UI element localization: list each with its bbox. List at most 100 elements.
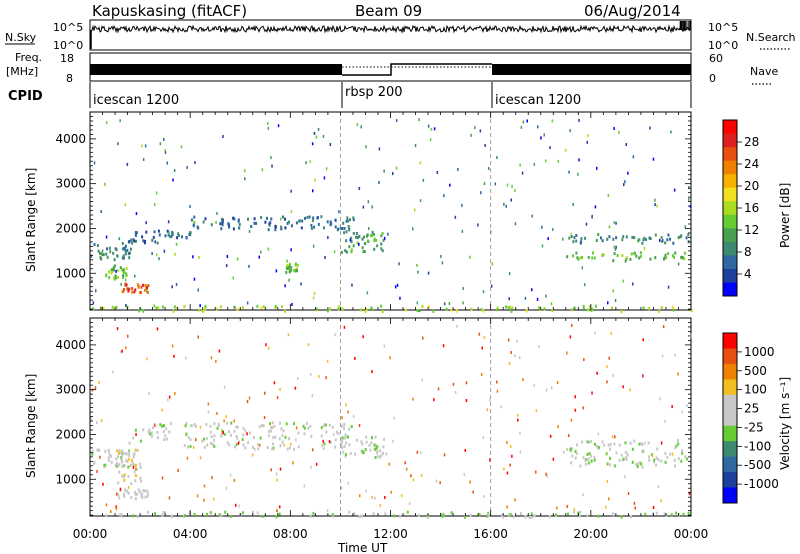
velocity-echo-point [102,482,104,486]
velocity-echo-point [193,423,196,427]
power-echo-point [99,306,102,310]
power-colorbar-swatch [723,268,737,283]
velocity-echo-point [418,513,420,517]
power-echo-point [338,210,340,214]
velocity-echo-point [581,440,583,444]
velocity-echo-point [147,430,150,434]
velocity-echo-point [230,421,233,425]
velocity-echo-point [399,515,402,519]
velocity-echo-point [586,452,589,456]
power-echo-point [327,236,329,239]
velocity-echo-point [228,443,230,447]
power-echo-point [151,252,153,255]
velocity-echo-point [664,452,667,456]
velocity-echo-point [340,486,343,490]
velocity-echo-point [334,333,336,337]
velocity-echo-point [165,427,168,431]
velocity-echo-point [134,428,137,432]
power-echo-point [111,267,114,271]
power-echo-point [585,222,588,226]
power-echo-point [118,237,121,241]
velocity-echo-point [530,512,533,516]
velocity-echo-point [582,406,584,410]
power-echo-point [352,218,355,222]
power-echo-point [491,262,494,266]
velocity-echo-point [657,458,660,462]
velocity-echo-point [579,510,582,514]
velocity-echo-point [576,443,578,447]
nsky-panel-frame [89,19,692,51]
velocity-echo-point [213,434,216,438]
power-echo-point [586,308,589,312]
velocity-echo-point [306,421,308,425]
power-echo-point [582,308,585,312]
velocity-echo-point [331,425,334,429]
velocity-echo-point [620,453,623,457]
velocity-echo-point [216,412,218,415]
velocity-echo-point [127,465,130,469]
velocity-echo-point [189,445,192,448]
velocity-echo-point [130,496,133,499]
power-echo-point [264,220,267,224]
velocity-echo-point [270,468,272,472]
velocity-echo-point [365,440,368,444]
power-echo-point [185,236,188,239]
power-echo-point [479,129,482,133]
velocity-echo-point [141,496,144,500]
velocity-echo-point [96,448,99,452]
velocity-echo-point [343,325,346,329]
power-echo-point [531,288,533,292]
velocity-echo-point [107,448,110,452]
velocity-echo-point [272,436,275,440]
power-ytick-label: 3000 [55,177,86,191]
power-echo-point [193,215,196,219]
velocity-ytick-label: 3000 [55,383,86,397]
velocity-echo-point [225,486,228,490]
velocity-echo-point [132,463,135,467]
power-echo-point [543,133,545,137]
velocity-echo-point [341,436,344,440]
velocity-echo-point [205,422,208,426]
velocity-echo-point [502,515,505,519]
velocity-echo-point [463,473,466,476]
power-echo-point [383,236,386,240]
power-echo-point [220,217,223,221]
velocity-echo-point [307,343,310,347]
velocity-echo-point [690,334,693,338]
velocity-echo-point [563,450,565,454]
power-echo-point [362,250,365,253]
velocity-echo-point [127,457,130,461]
velocity-echo-point [275,515,278,519]
power-echo-point [507,305,510,309]
freq-band-segment-1 [90,64,342,75]
velocity-echo-point [440,513,443,516]
power-echo-point [363,235,365,239]
power-echo-point [368,227,370,230]
velocity-echo-point [496,389,499,393]
power-echo-point [274,225,277,229]
velocity-echo-point [115,505,117,509]
velocity-echo-point [566,504,569,508]
cpid-label: CPID [8,89,43,104]
velocity-echo-point [569,448,572,452]
power-echo-point [579,241,582,245]
velocity-echo-point [371,495,373,499]
velocity-echo-point [641,450,644,454]
time-tick-label: 20:00 [574,527,609,541]
velocity-echo-point [344,433,347,437]
power-echo-point [253,221,256,225]
velocity-echo-point [119,487,122,491]
velocity-echo-point [483,336,486,339]
power-echo-point [352,244,355,248]
power-echo-point [680,234,683,238]
velocity-echo-point [506,505,508,509]
power-echo-point [483,182,486,186]
power-echo-point [127,289,130,293]
velocity-echo-point [404,461,406,465]
velocity-echo-point [666,455,669,459]
velocity-echo-point [303,426,306,430]
power-echo-point [622,279,625,283]
velocity-echo-point [372,512,375,516]
power-echo-point [586,140,588,144]
velocity-colorbar-tick-label: 500 [744,364,767,378]
